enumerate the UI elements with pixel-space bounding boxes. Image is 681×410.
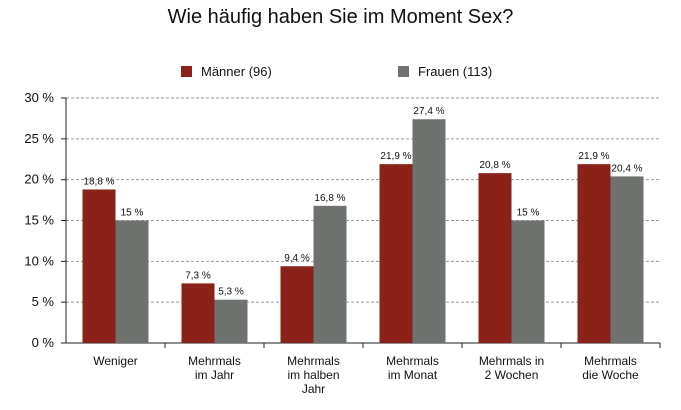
bar-value-label: 7,3 % [185, 270, 211, 281]
bar-maenner [280, 266, 314, 343]
y-tick-label: 20 % [24, 172, 54, 187]
bar-frauen [610, 176, 644, 343]
bar-frauen [214, 299, 248, 343]
y-tick-label: 30 % [24, 90, 54, 105]
x-tick-label: Mehrmals im halben Jahr [287, 354, 340, 396]
bar-maenner [379, 164, 413, 343]
bar-frauen [412, 119, 446, 343]
bar-frauen [313, 205, 347, 343]
x-tick-label: Mehrmals die Woche [582, 354, 639, 382]
bar-value-label: 9,4 % [284, 253, 310, 264]
legend-item-frauen: Frauen (113) [398, 64, 492, 79]
bar-value-label: 27,4 % [413, 106, 444, 117]
bar-value-label: 20,8 % [479, 160, 510, 171]
bar-frauen [511, 220, 545, 343]
y-tick-label: 15 % [24, 213, 54, 228]
y-tick-label: 25 % [24, 131, 54, 146]
x-tick-label-line: Jahr [302, 382, 325, 396]
x-tick-label: Mehrmals im Jahr [188, 354, 241, 382]
x-tick-label: Mehrmals im Monat [386, 354, 439, 382]
y-tick-label: 5 % [32, 294, 55, 309]
legend: Männer (96) Frauen (113) [0, 64, 681, 82]
x-tick-label-line: im Jahr [195, 368, 234, 382]
bar-value-label: 18,8 % [83, 176, 114, 187]
x-tick-label-line: 2 Wochen [485, 368, 539, 382]
x-tick-label-line: im halben [287, 368, 339, 382]
bar-value-label: 15 % [121, 208, 144, 219]
legend-swatch-frauen [398, 66, 409, 77]
bar-value-label: 16,8 % [314, 193, 345, 204]
bar-value-label: 20,4 % [611, 163, 642, 174]
x-tick-label-line: Mehrmals [584, 354, 637, 368]
bar-value-label: 21,9 % [380, 151, 411, 162]
bar-maenner [82, 189, 116, 343]
bar-maenner [181, 283, 215, 343]
y-tick-label: 10 % [24, 253, 54, 268]
legend-label-maenner: Männer (96) [201, 64, 272, 79]
legend-swatch-maenner [181, 66, 192, 77]
x-tick-label-line: Mehrmals in [479, 354, 544, 368]
x-tick-label: Mehrmals in 2 Wochen [479, 354, 544, 382]
x-tick-label-line: im Monat [388, 368, 438, 382]
chart-title: Wie häufig haben Sie im Moment Sex? [167, 6, 514, 28]
x-tick-label: Weniger [93, 354, 137, 368]
bar-maenner [577, 164, 611, 343]
x-tick-label-line: Mehrmals [386, 354, 439, 368]
x-tick-label-line: Weniger [93, 354, 137, 368]
bar-value-label: 21,9 % [578, 151, 609, 162]
x-tick-label-line: Mehrmals [287, 354, 340, 368]
x-tick-label-line: die Woche [582, 368, 639, 382]
bar-frauen [115, 220, 149, 343]
y-tick-label: 0 % [32, 335, 55, 350]
bar-value-label: 15 % [517, 208, 540, 219]
bar-maenner [478, 173, 512, 343]
legend-label-frauen: Frauen (113) [418, 64, 493, 79]
x-tick-label-line: Mehrmals [188, 354, 241, 368]
bar-value-label: 5,3 % [218, 287, 244, 298]
legend-item-maenner: Männer (96) [181, 64, 272, 79]
